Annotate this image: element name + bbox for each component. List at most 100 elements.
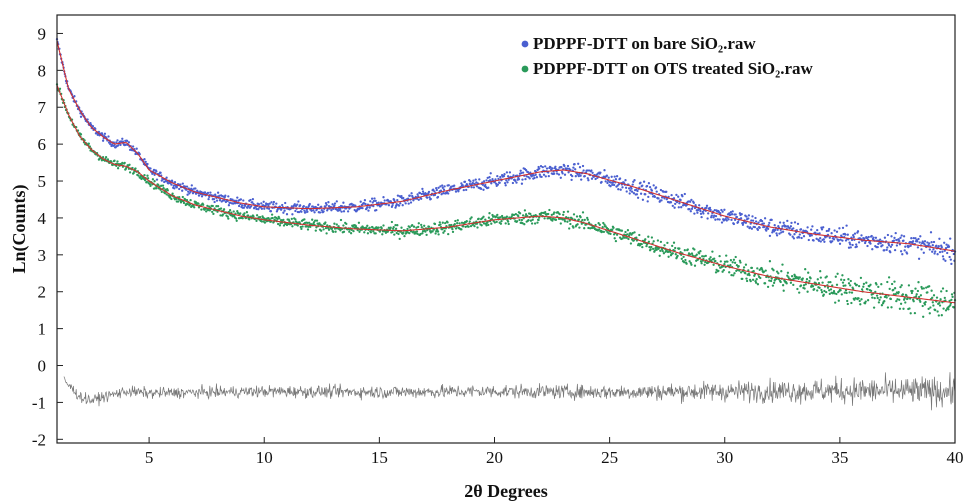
- data-point: [146, 174, 149, 177]
- data-point: [342, 201, 345, 204]
- data-point: [408, 231, 411, 235]
- data-point: [846, 299, 849, 303]
- data-point: [899, 250, 903, 253]
- data-point: [845, 224, 848, 227]
- data-point: [304, 211, 307, 214]
- x-tick-label: 15: [371, 448, 388, 467]
- data-point: [871, 296, 874, 299]
- data-point: [628, 192, 631, 195]
- data-point: [116, 160, 119, 163]
- data-point: [932, 240, 936, 244]
- data-point: [255, 214, 259, 217]
- data-point: [818, 232, 821, 235]
- data-point: [481, 183, 485, 186]
- data-point: [869, 283, 872, 286]
- data-point: [493, 221, 497, 224]
- data-point: [464, 225, 467, 229]
- data-point: [714, 259, 717, 263]
- data-point: [792, 283, 795, 287]
- data-point: [469, 224, 473, 228]
- data-point: [559, 222, 562, 225]
- data-point: [855, 283, 858, 287]
- data-point: [828, 292, 831, 296]
- data-point: [263, 221, 267, 224]
- data-point: [877, 285, 880, 289]
- data-point: [654, 186, 658, 189]
- data-point: [382, 224, 385, 227]
- data-point: [611, 183, 614, 186]
- data-point: [447, 192, 450, 195]
- y-tick-label: 8: [38, 61, 47, 80]
- data-point: [638, 233, 641, 237]
- data-point: [583, 174, 586, 178]
- data-point: [429, 197, 432, 201]
- data-point: [844, 233, 847, 236]
- data-point: [598, 223, 601, 226]
- data-point: [484, 183, 487, 187]
- data-point: [941, 287, 945, 290]
- data-point: [662, 252, 666, 255]
- data-point: [765, 229, 768, 232]
- data-point: [451, 227, 454, 231]
- data-point: [690, 252, 694, 255]
- data-point: [772, 228, 775, 231]
- data-point: [674, 246, 677, 250]
- data-point: [153, 173, 156, 176]
- data-point: [852, 235, 855, 239]
- data-point: [789, 233, 792, 236]
- data-point: [212, 212, 215, 216]
- data-point: [618, 177, 622, 180]
- data-point: [164, 188, 167, 191]
- data-point: [324, 226, 328, 230]
- data-point: [949, 258, 952, 261]
- data-point: [541, 165, 544, 169]
- data-point: [922, 287, 925, 290]
- data-point: [420, 192, 423, 196]
- data-point: [718, 218, 721, 221]
- data-point: [903, 297, 906, 300]
- data-point: [781, 284, 785, 287]
- data-point: [682, 255, 685, 259]
- data-point: [208, 209, 211, 212]
- data-point: [581, 218, 584, 222]
- data-point: [533, 222, 537, 225]
- data-point: [450, 185, 453, 188]
- data-point: [249, 205, 253, 208]
- data-point: [800, 236, 803, 240]
- data-point: [767, 224, 770, 227]
- data-point: [558, 212, 561, 216]
- data-point: [146, 177, 150, 180]
- data-point: [163, 191, 166, 195]
- data-point: [642, 180, 646, 183]
- data-point: [669, 201, 673, 204]
- data-point: [928, 285, 931, 288]
- data-point: [672, 241, 676, 244]
- data-point: [320, 205, 323, 208]
- data-point: [810, 228, 813, 231]
- data-point: [421, 230, 425, 233]
- plot-border: [56, 14, 956, 444]
- data-point: [788, 227, 791, 230]
- data-point: [832, 290, 836, 293]
- data-point: [193, 206, 196, 209]
- data-point: [947, 308, 950, 311]
- data-point: [688, 260, 691, 263]
- data-point: [576, 173, 579, 176]
- data-point: [890, 306, 893, 309]
- data-point: [241, 217, 244, 220]
- data-point: [153, 180, 156, 183]
- data-point: [885, 296, 888, 299]
- data-point: [839, 289, 842, 292]
- data-point: [902, 235, 906, 238]
- data-point: [849, 284, 852, 287]
- data-point: [768, 234, 772, 238]
- data-point: [880, 304, 884, 307]
- data-point: [696, 208, 700, 212]
- data-point: [540, 175, 543, 179]
- data-point: [772, 269, 775, 272]
- data-point: [215, 199, 219, 202]
- data-point: [283, 209, 286, 212]
- data-point: [227, 204, 231, 207]
- data-point: [723, 262, 726, 266]
- data-point: [851, 243, 854, 247]
